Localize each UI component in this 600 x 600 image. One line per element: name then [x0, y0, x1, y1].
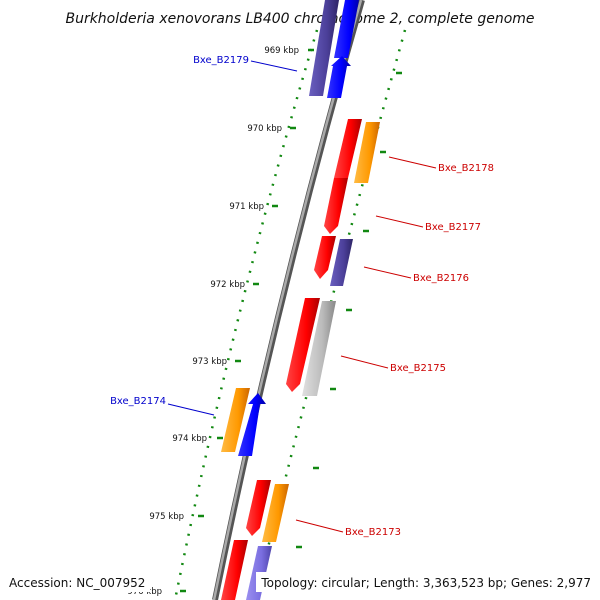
gene-label-b2176[interactable]: Bxe_B2176 [413, 273, 469, 284]
tick-marks [180, 48, 402, 593]
gene-arrow-b2176-purple[interactable] [330, 239, 353, 286]
gene-arrow-b2179-a[interactable] [309, 0, 339, 96]
tick-label-975: 975 kbp [149, 512, 184, 522]
topology-text: Topology: circular; Length: 3,363,523 bp… [260, 576, 591, 590]
tick-label-969: 969 kbp [264, 46, 299, 56]
gene-arrow-b2176-red[interactable] [314, 236, 336, 279]
gene-arrow-b2174-orange[interactable] [221, 388, 250, 452]
tick-label-974: 974 kbp [172, 434, 207, 444]
tick-label-973: 973 kbp [192, 357, 227, 367]
gene-arrow-b2173-red[interactable] [246, 480, 271, 536]
gene-label-b2177[interactable]: Bxe_B2177 [425, 222, 481, 233]
gene-label-b2179[interactable]: Bxe_B2179 [193, 55, 249, 66]
outer-guide-track [173, 29, 319, 600]
gene-arrow-b2175-red[interactable] [286, 298, 320, 392]
accession-text: Accession: NC_007952 [9, 576, 145, 590]
tick-label-972: 972 kbp [210, 280, 245, 290]
gene-arrow-lower-red[interactable] [221, 540, 248, 600]
gene-label-b2175[interactable]: Bxe_B2175 [390, 363, 446, 374]
map-title: Burkholderia xenovorans LB400 chromosome… [65, 11, 534, 27]
gene-arrow-b2178-red[interactable] [334, 119, 362, 186]
tick-label-971: 971 kbp [229, 202, 264, 212]
gene-arrow-b2179-b[interactable] [334, 0, 359, 58]
footer-bg-right [256, 572, 596, 592]
gene-arrow-b2173-orange[interactable] [262, 484, 289, 542]
gene-label-b2174[interactable]: Bxe_B2174 [110, 396, 166, 407]
label-leaders [167, 60, 437, 533]
tick-label-970: 970 kbp [247, 124, 282, 134]
gene-arrow-b2179-c[interactable] [327, 56, 351, 98]
gene-label-b2178[interactable]: Bxe_B2178 [438, 163, 494, 174]
gene-arrow-b2174-blue[interactable] [238, 393, 266, 456]
gene-label-b2173[interactable]: Bxe_B2173 [345, 527, 401, 538]
gene-arrow-b2177[interactable] [324, 178, 348, 234]
gene-arrow-b2178-orange[interactable] [354, 122, 380, 183]
gene-arrow-b2175-grey[interactable] [302, 301, 336, 396]
footer-bg-left [4, 572, 150, 592]
